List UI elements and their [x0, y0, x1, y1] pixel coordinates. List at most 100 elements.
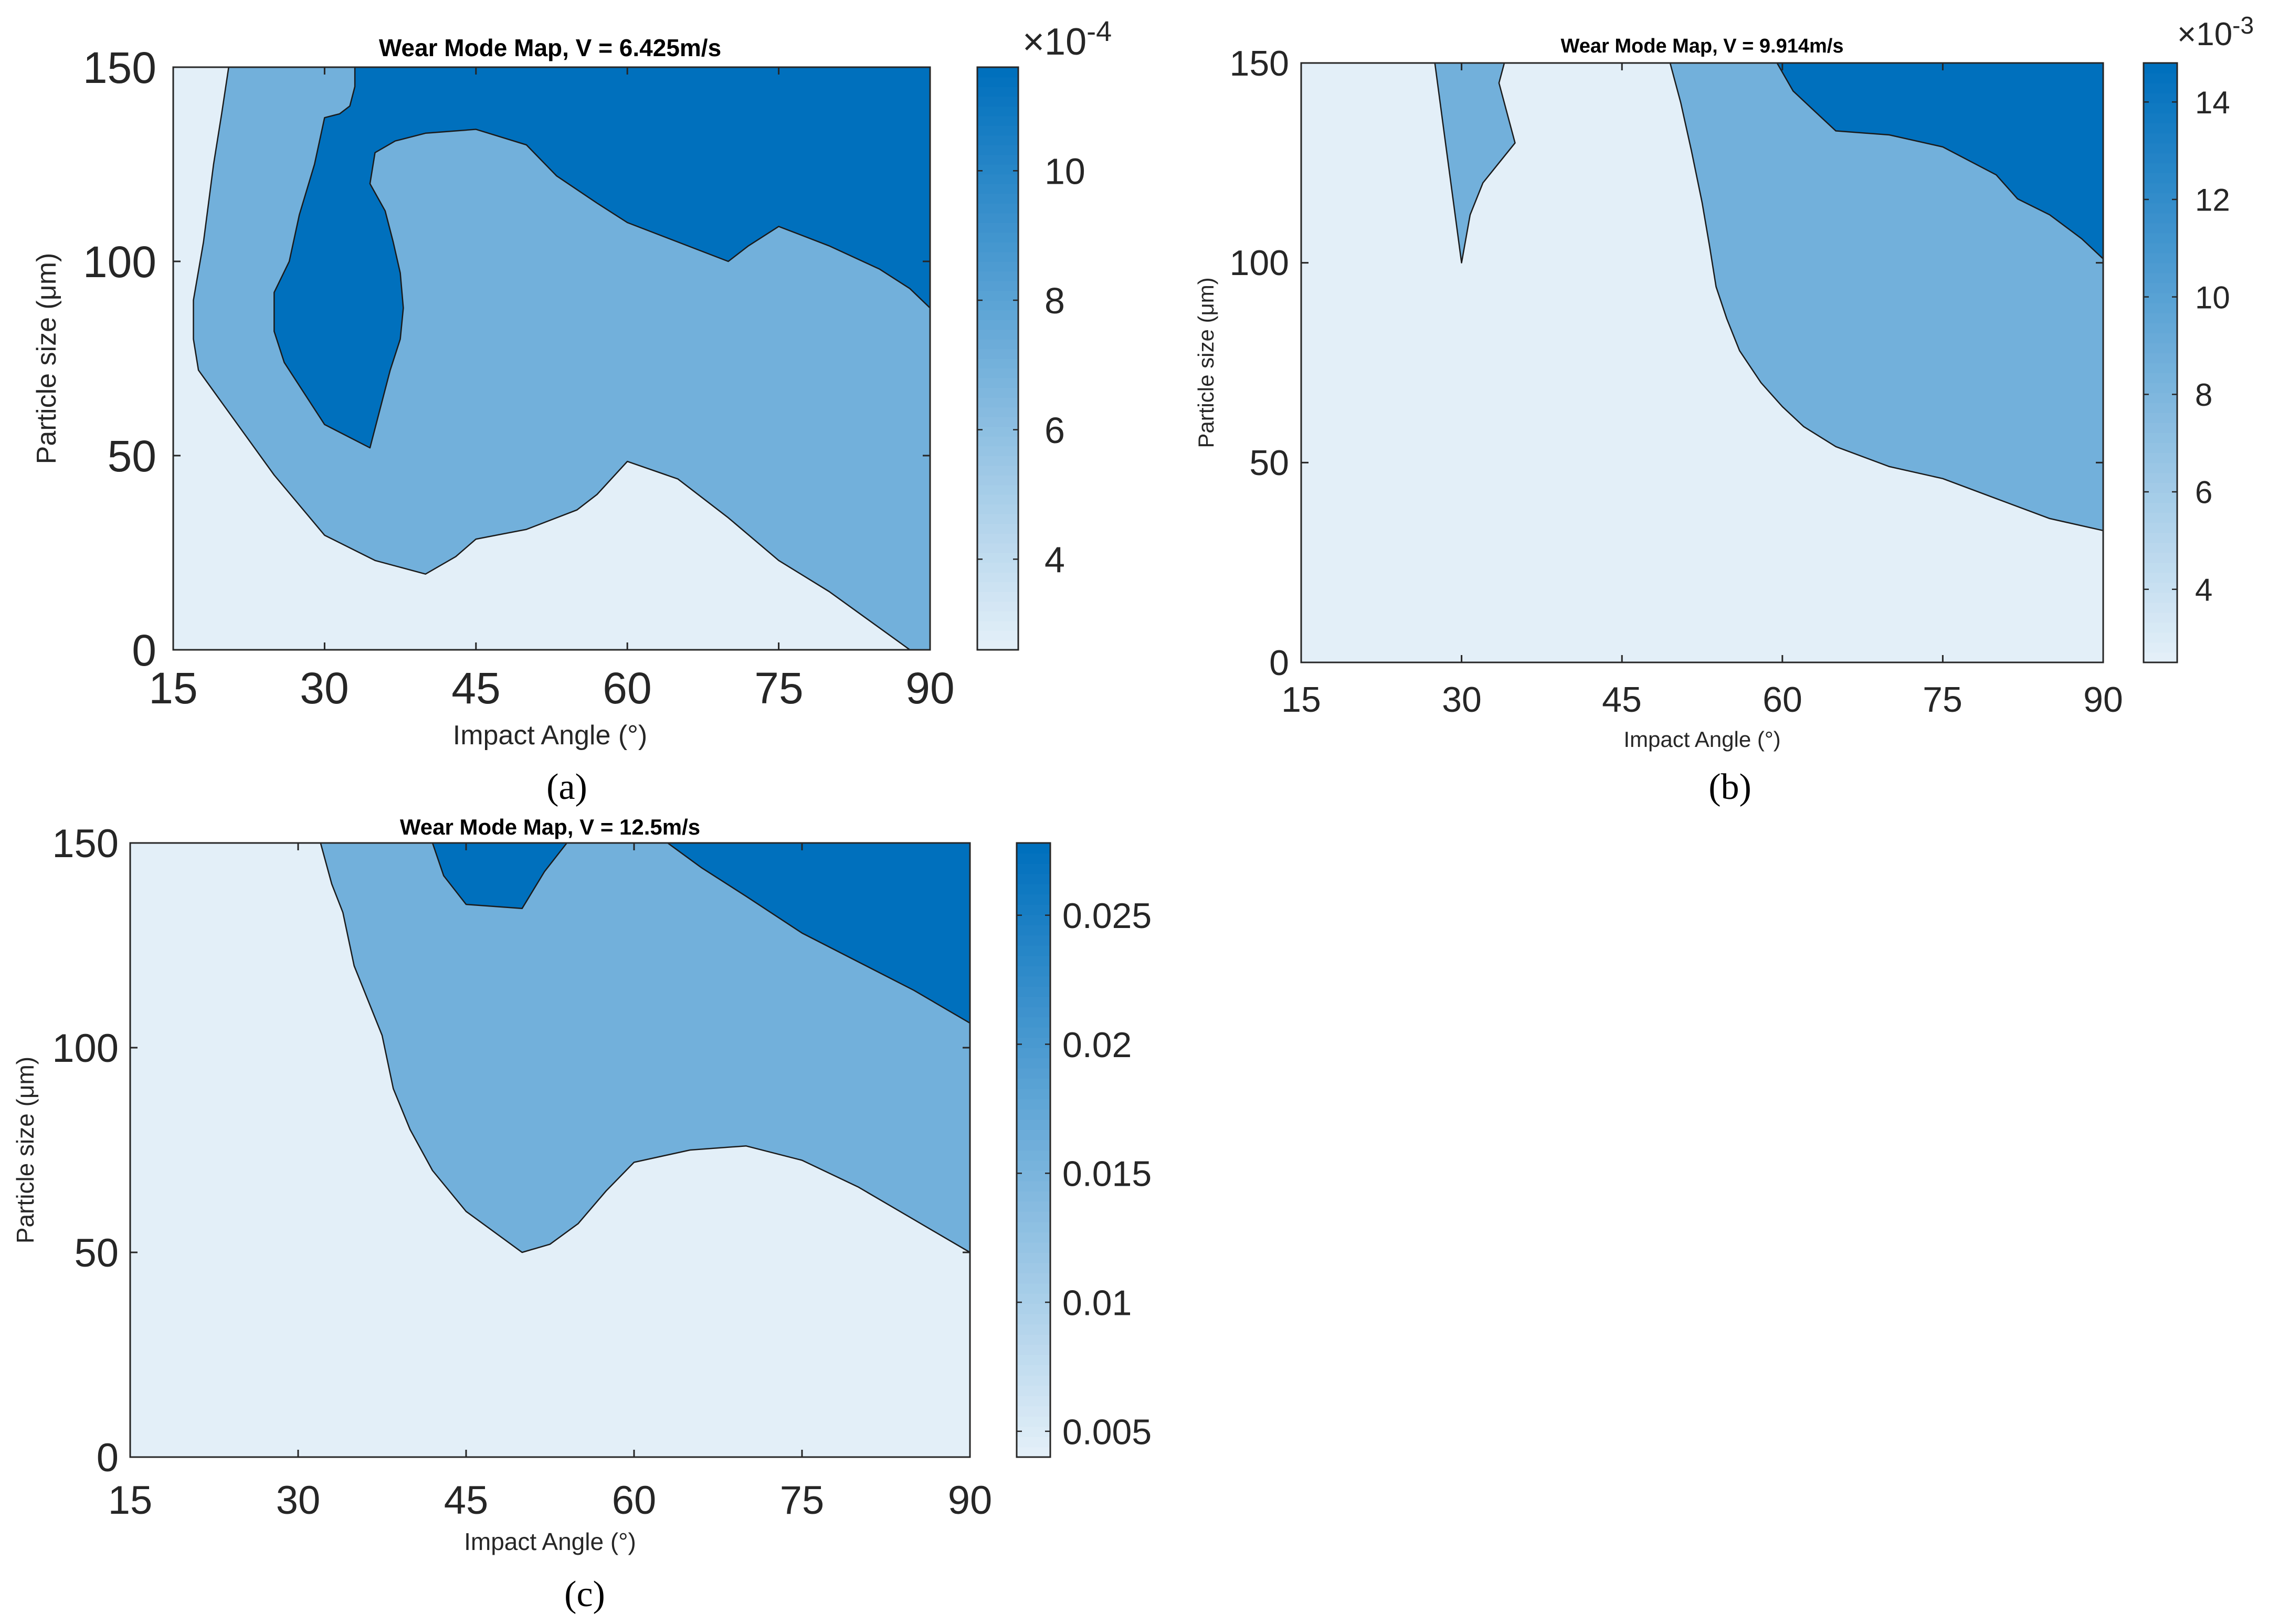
- panel-c-x-tick: 15: [108, 1478, 153, 1523]
- colorbar-band: [1017, 1170, 1050, 1182]
- colorbar-band: [977, 145, 1018, 155]
- colorbar-band: [977, 523, 1018, 534]
- colorbar-band: [1017, 1150, 1050, 1161]
- panel-c-axes-frame: [129, 842, 971, 1458]
- panel-b: Wear Mode Map, V = 9.914m/s 15 30 45 60 …: [1194, 12, 2254, 807]
- colorbar-band: [2144, 442, 2177, 454]
- panel-b-y-tick: 150: [1230, 44, 1289, 83]
- panel-b-tick-marks: [1300, 62, 2104, 663]
- panel-c-tick-marks: [129, 842, 971, 1458]
- colorbar-band: [1017, 1058, 1050, 1069]
- panel-a-label: (a): [546, 767, 587, 807]
- colorbar-band: [2144, 632, 2177, 643]
- colorbar-band: [977, 135, 1018, 145]
- colorbar-band: [2144, 312, 2177, 323]
- colorbar-band: [1017, 1017, 1050, 1028]
- colorbar-band: [1017, 843, 1050, 854]
- panel-c-y-axis-label: Particle size (μm): [12, 1057, 39, 1243]
- colorbar-band: [1017, 1324, 1050, 1335]
- colorbar-band: [977, 339, 1018, 350]
- colorbar-band: [2144, 403, 2177, 413]
- colorbar-band: [2144, 272, 2177, 283]
- panel-a-y-tick: 150: [83, 43, 156, 92]
- colorbar-band: [977, 494, 1018, 505]
- colorbar-band: [2144, 502, 2177, 513]
- panel-b-plot: [1300, 62, 2104, 663]
- panel-b-x-tick: 90: [2083, 680, 2123, 720]
- colorbar-band: [2144, 602, 2177, 613]
- colorbar-band: [1017, 1119, 1050, 1130]
- panel-a-x-tick: 15: [149, 663, 197, 713]
- colorbar-band: [977, 184, 1018, 194]
- panel-a-title: Wear Mode Map, V = 6.425m/s: [379, 34, 721, 61]
- panel-a: Wear Mode Map, V = 6.425m/s 15 30 45 60 …: [31, 16, 1112, 807]
- colorbar-band: [1017, 1109, 1050, 1120]
- colorbar-band: [2144, 93, 2177, 103]
- colorbar-band: [1017, 1334, 1050, 1345]
- panel-a-colorbar-exponent-power: -4: [1086, 16, 1112, 47]
- panel-a-colorbar-frame: [976, 66, 1019, 651]
- colorbar-band: [2144, 282, 2177, 293]
- colorbar-band: [1017, 1037, 1050, 1048]
- colorbar-band: [2144, 592, 2177, 603]
- panel-a-y-tick: 0: [132, 626, 156, 675]
- panel-a-axes-frame: [172, 66, 931, 651]
- colorbar-band: [1017, 1180, 1050, 1191]
- colorbar-band: [1017, 935, 1050, 946]
- panel-b-colorbar-frame: [2143, 62, 2178, 663]
- colorbar-band: [1017, 873, 1050, 884]
- colorbar-band: [2144, 163, 2177, 174]
- colorbar-band: [977, 115, 1018, 126]
- contour-region-mid: [1434, 62, 1516, 263]
- panel-b-y-ticks: 0 50 100 150: [1230, 44, 1289, 683]
- contour-region-high: [273, 66, 931, 449]
- panel-c-colorbar-tick: 0.005: [1062, 1412, 1152, 1452]
- colorbar-band: [1017, 1273, 1050, 1284]
- colorbar-band: [2144, 373, 2177, 383]
- panel-b-y-tick: 100: [1230, 243, 1289, 283]
- colorbar-band: [2144, 612, 2177, 623]
- colorbar-band: [977, 358, 1018, 369]
- colorbar-band: [1017, 853, 1050, 864]
- colorbar-band: [2144, 562, 2177, 573]
- panel-c-y-tick: 0: [97, 1436, 119, 1480]
- contour-region-mid: [320, 842, 971, 1253]
- colorbar-band: [1017, 1078, 1050, 1089]
- colorbar-band: [2144, 302, 2177, 313]
- colorbar-band: [977, 164, 1018, 175]
- colorbar-band: [2144, 103, 2177, 113]
- panel-b-x-tick: 15: [1281, 680, 1321, 720]
- panel-b-colorbar-exponent-power: -3: [2232, 12, 2254, 39]
- colorbar-band: [2144, 123, 2177, 134]
- panel-c-x-tick: 45: [444, 1478, 489, 1523]
- colorbar-band: [2144, 322, 2177, 333]
- colorbar-band: [1017, 1262, 1050, 1273]
- colorbar-band: [2144, 223, 2177, 234]
- panel-c-x-ticks: 15 30 45 60 75 90: [108, 1478, 993, 1523]
- panel-b-x-tick: 75: [1923, 680, 1963, 720]
- panel-a-x-tick: 60: [603, 663, 651, 713]
- panel-c-x-tick: 75: [780, 1478, 825, 1523]
- colorbar-band: [977, 417, 1018, 427]
- colorbar-band: [1017, 1242, 1050, 1253]
- colorbar-band: [2144, 262, 2177, 273]
- colorbar-band: [977, 514, 1018, 524]
- panel-b-y-tick: 0: [1269, 643, 1289, 683]
- panel-c-y-tick: 50: [74, 1231, 119, 1275]
- panel-b-colorbar-tick: 10: [2195, 280, 2230, 315]
- colorbar-band: [1017, 894, 1050, 905]
- panel-a-x-tick: 75: [754, 663, 803, 713]
- colorbar-band: [2144, 582, 2177, 593]
- colorbar-band: [2144, 203, 2177, 214]
- panel-c-y-tick: 100: [52, 1026, 119, 1071]
- colorbar-band: [2144, 433, 2177, 444]
- panel-c-colorbar-tick: 0.025: [1062, 896, 1152, 936]
- panel-a-colorbar-exponent-base: ×10: [1022, 21, 1086, 63]
- panel-c-colorbar-tick: 0.02: [1062, 1025, 1132, 1065]
- colorbar-band: [977, 397, 1018, 408]
- colorbar-band: [977, 387, 1018, 398]
- panel-b-x-tick: 30: [1442, 680, 1482, 720]
- panel-b-y-axis-label: Particle size (μm): [1194, 277, 1218, 448]
- colorbar-band: [2144, 352, 2177, 363]
- panel-a-colorbar: 4 6 8 10 ×10-4: [976, 16, 1112, 651]
